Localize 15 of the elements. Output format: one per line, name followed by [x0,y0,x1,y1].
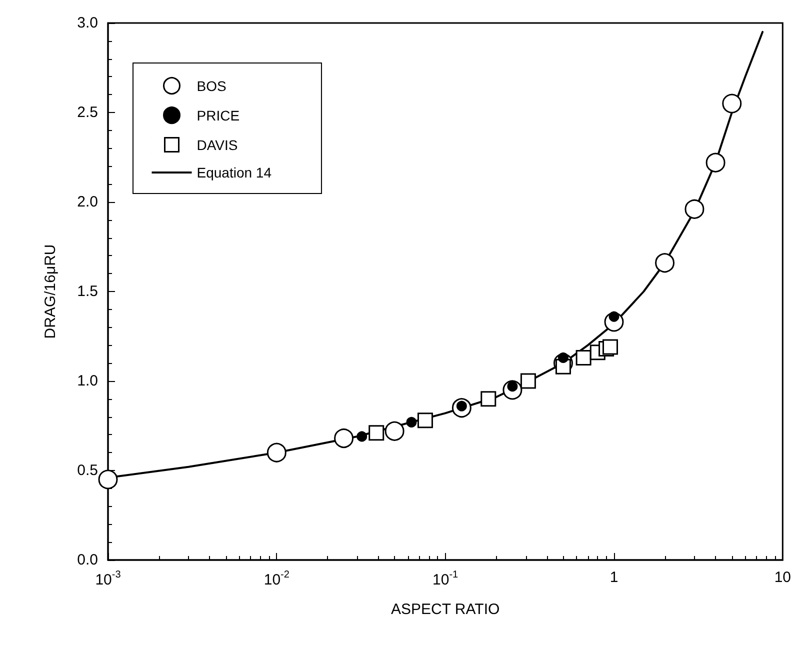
x-axis-title: ASPECT RATIO [391,601,500,618]
y-tick-label: 0.5 [77,462,98,479]
x-tick-label: 10 [774,569,791,586]
y-tick-label: 1.5 [77,283,98,300]
y-tick-label: 1.0 [77,372,98,390]
y-tick-label: 2.0 [77,194,98,210]
legend-label: DAVIS [196,136,238,153]
legend-label: Equation 14 [196,164,272,180]
legend-label: PRICE [196,107,240,124]
y-tick-label: 3.0 [77,14,98,32]
legend-label: BOS [196,78,226,94]
y-axis-title: DRAG/16μRU [42,244,59,339]
y-tick-label: 0.0 [77,552,98,568]
x-tick-label: 1 [610,569,618,586]
y-tick-label: 2.5 [77,104,98,121]
